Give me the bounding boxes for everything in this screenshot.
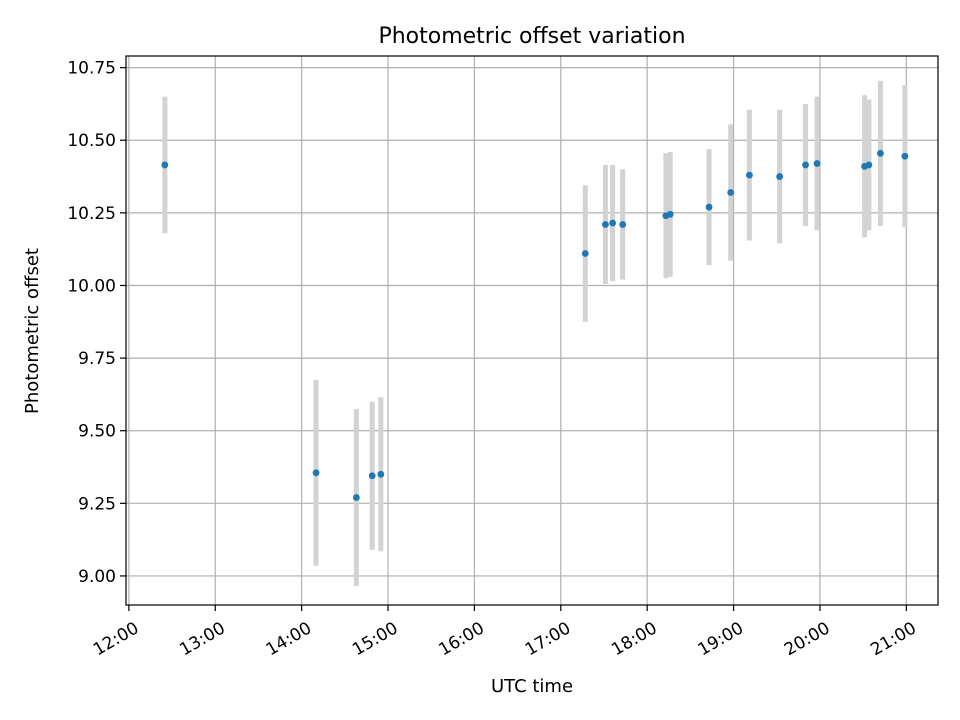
y-axis-label: Photometric offset <box>22 248 43 414</box>
data-point <box>581 250 589 257</box>
data-point <box>745 171 753 179</box>
data-point <box>609 219 617 227</box>
y-tick-label: 10.00 <box>67 276 116 296</box>
grid <box>126 56 938 605</box>
y-tick-label: 9.25 <box>78 494 116 514</box>
data-point <box>776 173 784 180</box>
plot-frame <box>125 55 939 606</box>
y-axis-ticks: 9.00 9.25 9.50 9.75 10.00 10.25 10.50 10.75 <box>67 59 126 587</box>
y-tick-label: 9.00 <box>78 567 116 587</box>
chart-title: Photometric offset variation <box>378 24 685 49</box>
data-point <box>705 203 713 211</box>
y-tick-label: 9.50 <box>78 422 116 442</box>
data-point <box>877 149 884 157</box>
data-point <box>802 161 809 169</box>
data-point <box>368 472 376 480</box>
data-point <box>813 160 821 167</box>
data-point <box>865 161 873 169</box>
data-point <box>901 152 909 160</box>
data-point <box>666 210 674 218</box>
data-point <box>727 189 735 196</box>
data-point <box>619 221 627 228</box>
data-point <box>312 469 320 477</box>
y-tick-label: 10.25 <box>67 204 116 224</box>
data-point <box>377 470 385 478</box>
data-point <box>602 221 609 228</box>
y-tick-label: 10.75 <box>67 59 116 79</box>
y-tick-label: 9.75 <box>78 349 116 369</box>
data-points <box>161 149 909 501</box>
x-axis-label: UTC time <box>491 676 573 697</box>
y-tick-label: 10.50 <box>67 131 116 151</box>
data-point <box>352 494 360 501</box>
data-point <box>161 161 169 169</box>
